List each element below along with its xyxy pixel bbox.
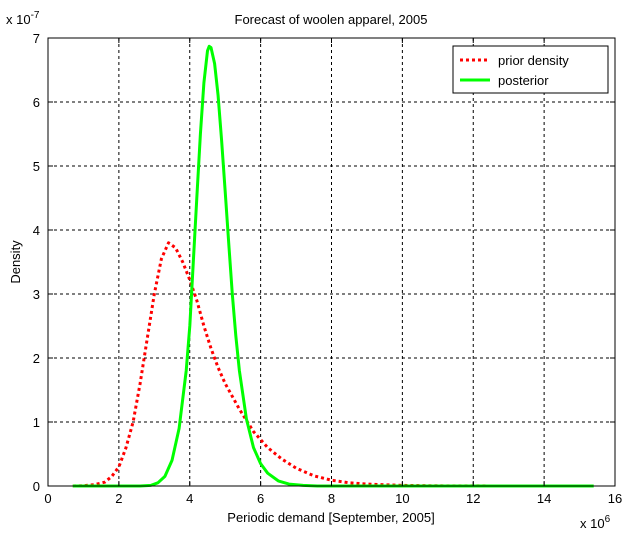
y-tick-label: 1 [33, 415, 40, 430]
y-multiplier-label: x 10-7 [6, 10, 40, 27]
x-tick-label: 12 [466, 491, 480, 506]
y-multiplier-base: x 10 [6, 12, 31, 27]
y-tick-label: 2 [33, 351, 40, 366]
legend: prior density posterior [452, 45, 609, 94]
y-tick-label: 6 [33, 95, 40, 110]
y-tick-label: 3 [33, 287, 40, 302]
legend-box [452, 45, 609, 94]
series-layer [72, 44, 594, 488]
y-tick-label: 4 [33, 223, 40, 238]
y-axis-label: Density [8, 240, 23, 284]
chart-title: Forecast of woolen apparel, 2005 [235, 12, 428, 27]
x-tick-label: 6 [257, 491, 264, 506]
y-tick-label: 5 [33, 159, 40, 174]
x-tick-label: 4 [186, 491, 193, 506]
x-multiplier-base: x 10 [580, 516, 605, 531]
series-line-posterior [72, 44, 594, 488]
x-multiplier-exp: 6 [605, 514, 611, 525]
x-tick-label: 8 [328, 491, 335, 506]
grid [48, 38, 615, 486]
legend-label-prior: prior density [498, 53, 569, 68]
x-tick-label: 2 [115, 491, 122, 506]
x-tick-label: 0 [44, 491, 51, 506]
x-multiplier-label: x 106 [580, 514, 611, 531]
x-tick-label: 10 [395, 491, 409, 506]
x-axis-label: Periodic demand [September, 2005] [227, 510, 434, 525]
y-multiplier-exp: -7 [31, 10, 40, 21]
y-tick-label: 7 [33, 31, 40, 46]
x-tick-label: 16 [608, 491, 622, 506]
legend-label-posterior: posterior [498, 73, 549, 88]
y-tick-label: 0 [33, 479, 40, 494]
x-tick-label: 14 [537, 491, 551, 506]
